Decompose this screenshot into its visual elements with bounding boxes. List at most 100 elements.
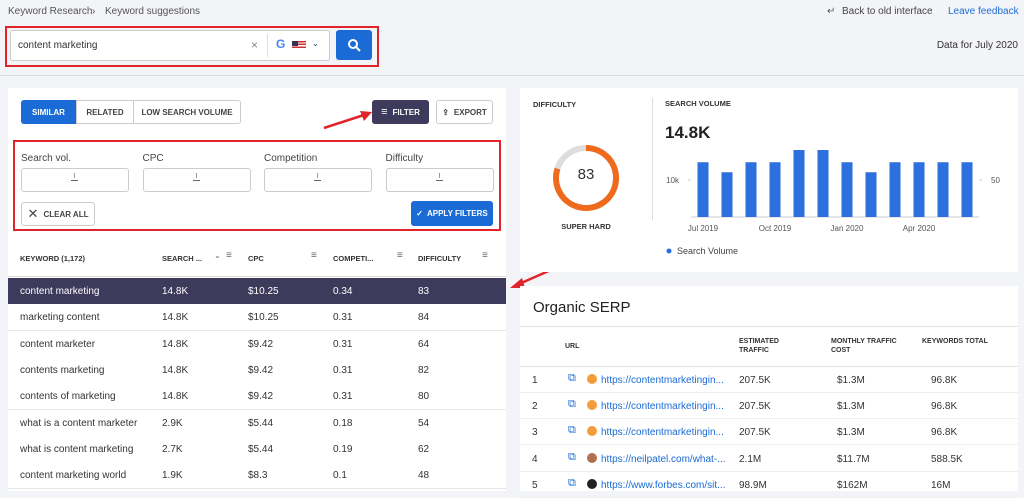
open-icon[interactable]: ⧉ [568, 476, 576, 489]
open-icon[interactable]: ⧉ [568, 372, 576, 384]
url[interactable]: https://contentmarketingin... [601, 401, 724, 413]
cell: 62 [418, 443, 430, 455]
table-row[interactable] [8, 383, 506, 411]
filter-input[interactable] [21, 168, 129, 192]
divider [267, 34, 268, 57]
volume-title: SEARCH VOLUME [665, 99, 731, 108]
breadcrumb-root[interactable]: Keyword Research [8, 6, 93, 17]
search-icon [348, 39, 361, 52]
export-button[interactable]: ⇪ EXPORT [436, 100, 493, 124]
column-header[interactable]: CPC [248, 254, 264, 263]
site-icon [587, 374, 597, 384]
table-row[interactable] [8, 304, 506, 332]
open-icon[interactable]: ⧉ [568, 398, 576, 411]
cell: 80 [418, 391, 430, 403]
filter-label: CPC [142, 153, 164, 164]
table-row[interactable] [8, 356, 506, 384]
cell: 207.5K [739, 375, 771, 386]
cell: 2.7K [162, 443, 183, 455]
column-header[interactable]: KEYWORD (1,172) [20, 254, 86, 263]
cell: $9.42 [248, 364, 274, 376]
tab-similar[interactable]: SIMILAR [21, 100, 76, 124]
cell: $5.44 [248, 443, 274, 455]
sort-caret: ⌄ [214, 251, 221, 260]
column-header: URL [565, 343, 580, 350]
highlight-box [5, 26, 379, 67]
tab-low-volume[interactable]: LOW SEARCH VOLUME [133, 100, 241, 124]
cell: $5.44 [248, 417, 274, 429]
cell: content marketing [20, 286, 100, 297]
gauge-arc [553, 145, 619, 211]
filter-label: Competition [264, 153, 318, 164]
feedback-link[interactable]: Leave feedback [948, 6, 1019, 17]
open-icon[interactable]: ⧉ [568, 450, 576, 463]
range-dash [314, 180, 321, 181]
cell: $9.42 [248, 391, 274, 403]
cell: $1.3M [837, 401, 865, 413]
filter-input[interactable] [142, 168, 251, 192]
column-header[interactable]: DIFFICULTY [418, 254, 462, 263]
range-dash [435, 180, 443, 181]
table-row[interactable] [8, 409, 506, 437]
cell: $162M [837, 479, 868, 491]
cell: 64 [418, 338, 430, 350]
range-mark [317, 173, 318, 178]
filter-input[interactable] [385, 168, 494, 192]
clear-button[interactable]: ✕ CLEAR ALL [21, 202, 95, 226]
cell: 0.31 [333, 391, 353, 403]
search-input[interactable]: content marketing × G ⌄ [10, 30, 330, 61]
url[interactable]: https://contentmarketingin... [601, 427, 724, 439]
search-query: content marketing [18, 40, 98, 51]
arrow [323, 111, 372, 130]
url[interactable]: https://www.forbes.com/sit... [601, 479, 726, 491]
clear-text: CLEAR ALL [43, 209, 89, 219]
breadcrumb-sep: › [92, 6, 96, 17]
filter-icon: ≡ [381, 106, 388, 118]
cell: content marketing world [20, 470, 127, 482]
cell: 14.8K [162, 286, 189, 297]
cell: 14.8K [162, 391, 189, 403]
sort-icon[interactable]: ≡ [397, 250, 403, 261]
column-header[interactable]: SEARCH ... [162, 254, 203, 263]
filter-button[interactable]: ≡ FILTER [372, 100, 429, 124]
table-row[interactable] [8, 330, 506, 358]
url[interactable]: https://neilpatel.com/what-... [601, 453, 726, 465]
google-icon[interactable]: G [276, 37, 286, 51]
cell: 0.19 [333, 443, 353, 455]
filter-label: Difficulty [385, 153, 424, 164]
rank: 1 [532, 375, 538, 386]
url[interactable]: https://contentmarketingin... [601, 375, 724, 386]
breadcrumb-current: Keyword suggestions [105, 6, 201, 17]
clear-icon[interactable]: × [251, 38, 259, 52]
table-row[interactable] [8, 435, 506, 463]
cell: what is content marketing [20, 443, 134, 455]
filter-input[interactable] [264, 168, 372, 192]
cell: 83 [418, 286, 430, 297]
cell: 2.9K [162, 417, 183, 429]
apply-button[interactable]: ✓ APPLY FILTERS [411, 201, 493, 226]
range-mark [74, 173, 75, 178]
tab-related[interactable]: RELATED [76, 100, 134, 124]
serp-panel [520, 286, 1018, 491]
back-icon: ↵ [827, 6, 836, 17]
apply-text: APPLY FILTERS [426, 209, 488, 218]
sort-icon[interactable]: ≡ [311, 250, 317, 261]
divider [520, 326, 1018, 327]
cell: content marketer [20, 338, 96, 350]
data-date: Data for July 2020 [936, 40, 1018, 51]
cell: $10.25 [248, 312, 279, 324]
column-header: MONTHLY TRAFFIC COST [831, 338, 897, 354]
column-header: ESTIMATED TRAFFIC [739, 338, 779, 354]
rank: 5 [532, 479, 538, 491]
column-header[interactable]: COMPETI... [333, 254, 374, 263]
cell: 0.31 [333, 364, 353, 376]
table-row[interactable] [8, 462, 506, 490]
volume-total: 14.8K [665, 123, 711, 142]
sort-icon[interactable]: ≡ [226, 250, 232, 261]
open-icon[interactable]: ⧉ [568, 424, 576, 437]
search-button[interactable] [336, 30, 372, 60]
range-mark [195, 173, 197, 178]
cell: 0.34 [333, 286, 353, 297]
sort-icon[interactable]: ≡ [482, 250, 488, 261]
back-link[interactable]: Back to old interface [842, 6, 933, 17]
